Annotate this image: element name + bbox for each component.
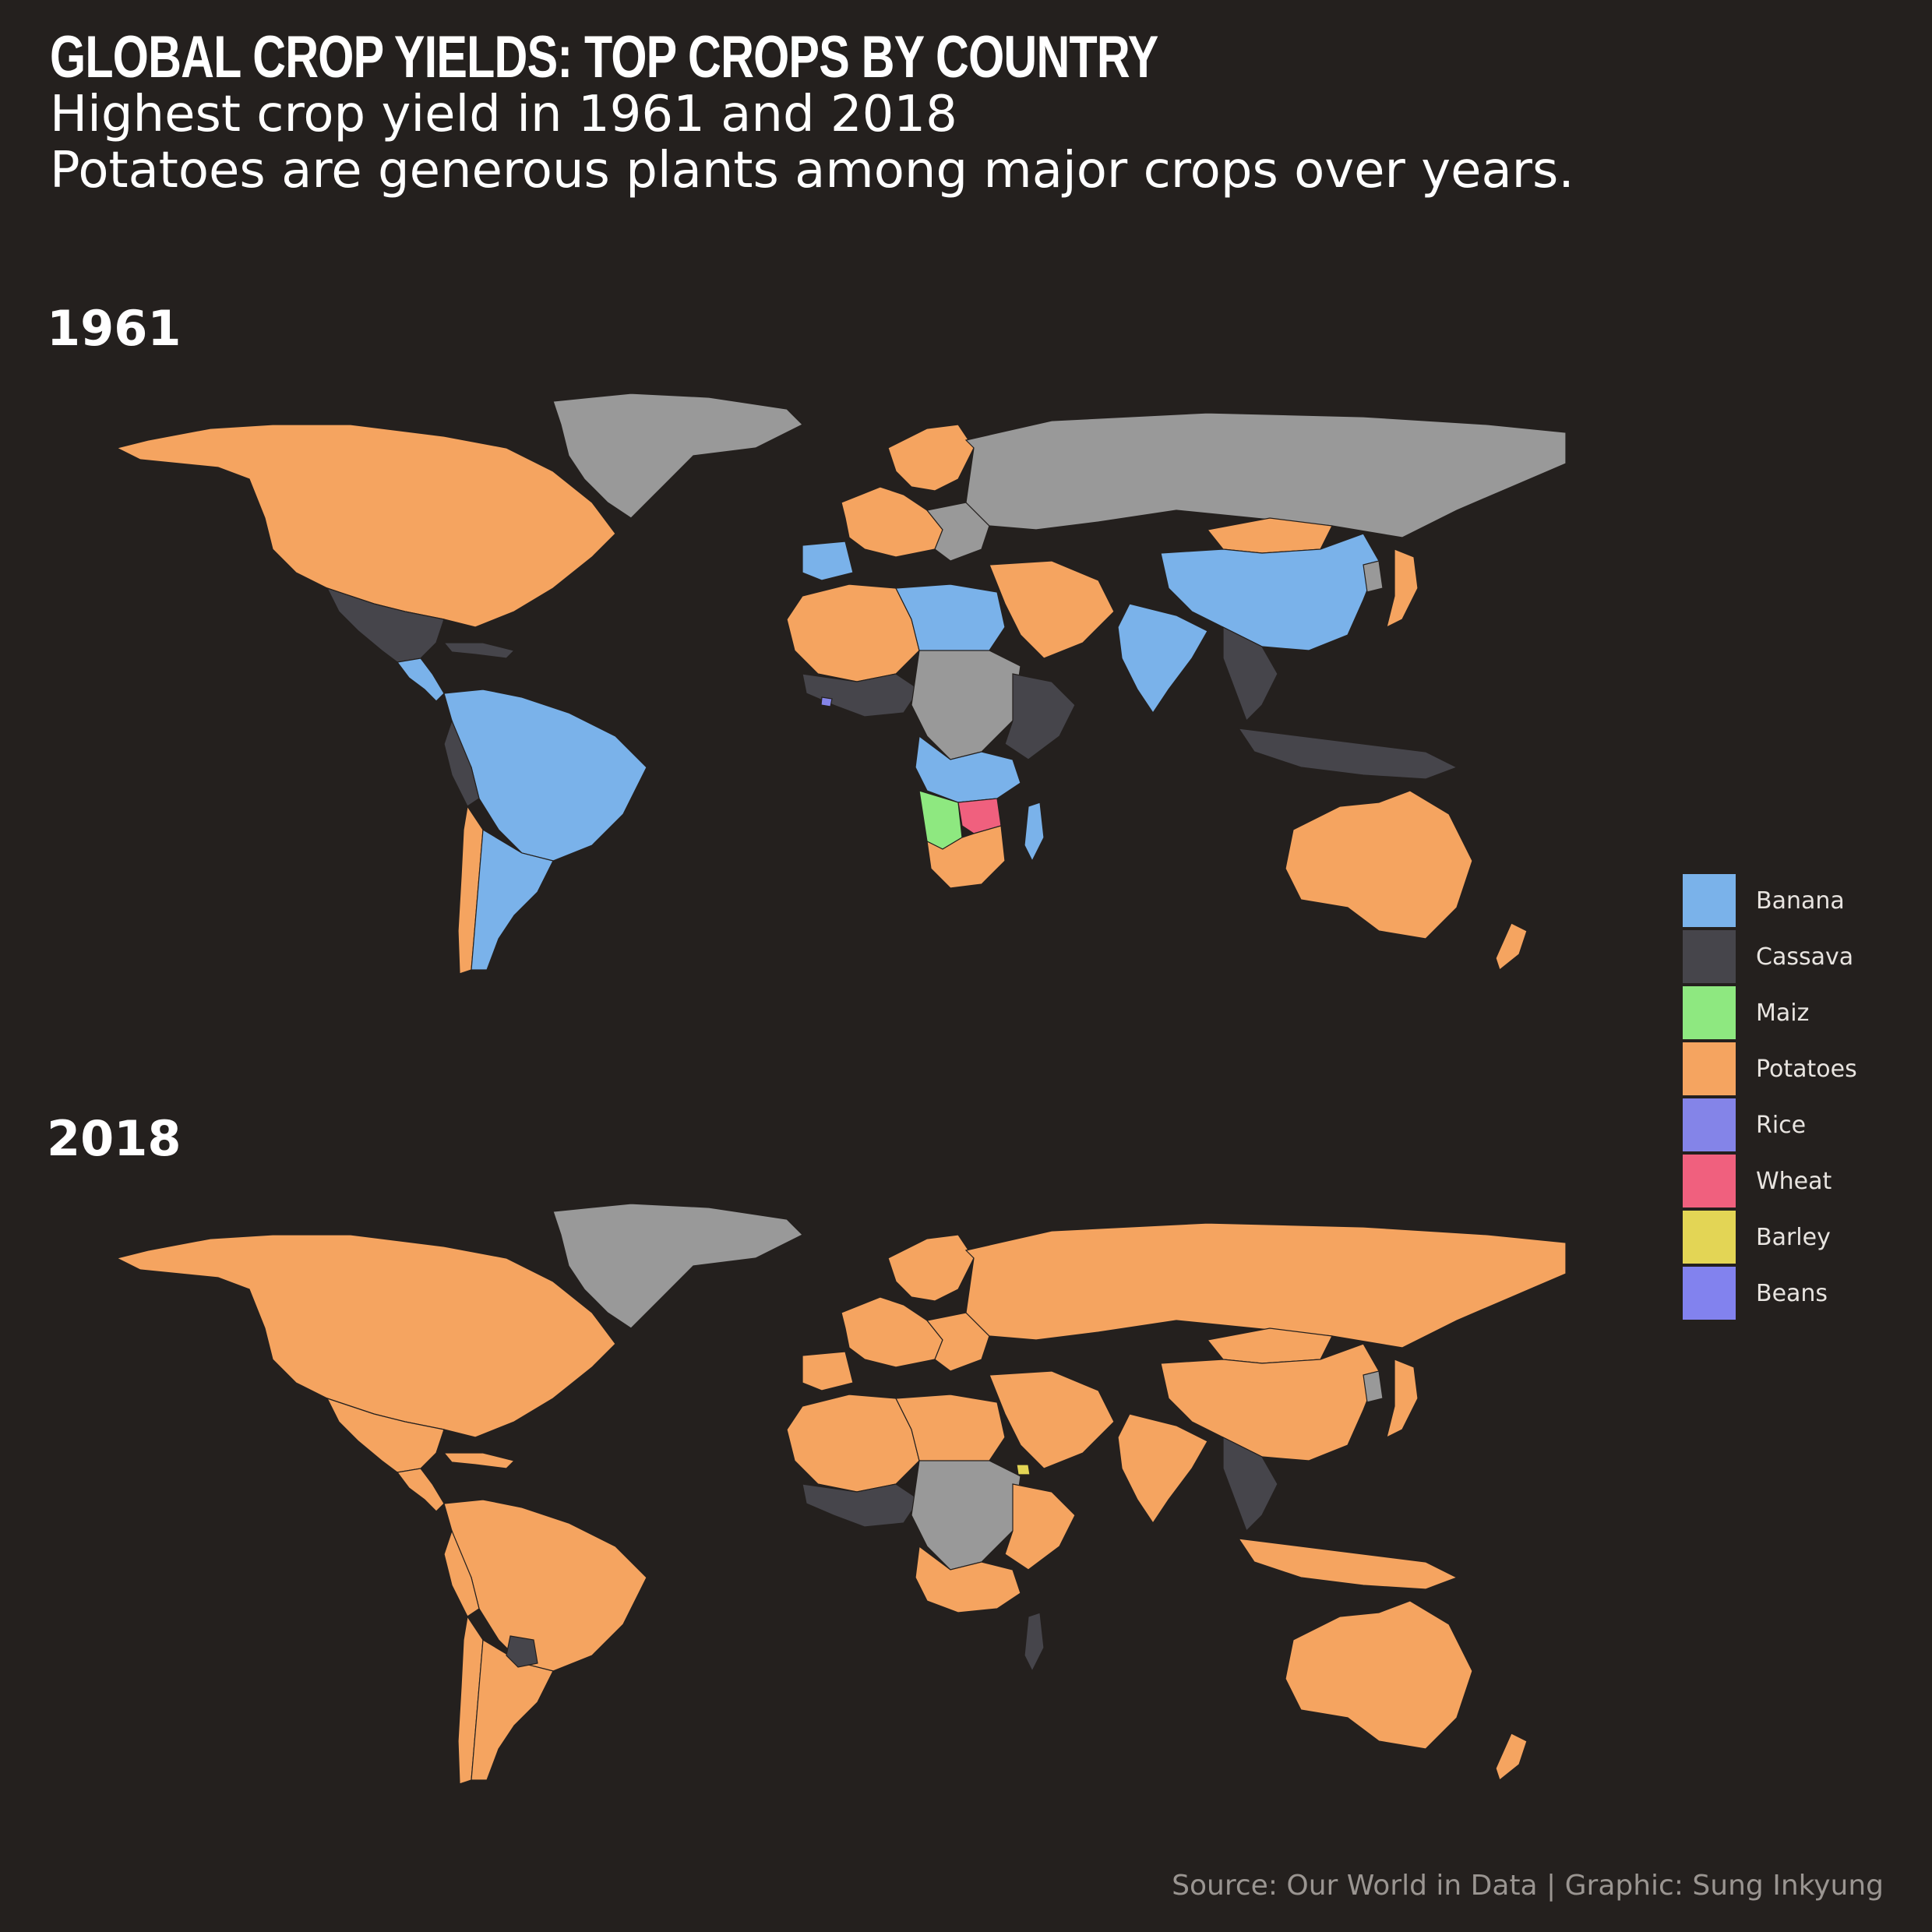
region-central-america: [396, 658, 445, 702]
world-map-2018: [117, 1204, 1566, 1785]
region-central-america: [396, 1468, 445, 1512]
region-north-africa: [786, 583, 920, 682]
region-east-africa: [1004, 673, 1076, 760]
legend-label: Banana: [1756, 887, 1845, 915]
region-russia: [964, 1222, 1566, 1349]
region-eritrea: [1016, 1464, 1031, 1475]
region-india: [1117, 603, 1208, 714]
legend-swatch: [1683, 930, 1736, 983]
legend-swatch: [1683, 1155, 1736, 1208]
region-caribbean: [442, 1452, 516, 1469]
year-label-1961: 1961: [47, 300, 182, 357]
region-caribbean: [442, 642, 516, 659]
chart-subtitle: Highest crop yield in 1961 and 2018: [50, 86, 957, 143]
region-angola-zambia: [915, 735, 1021, 803]
legend-item-cassava: Cassava: [1683, 929, 1857, 985]
region-greenland: [552, 1204, 804, 1329]
region-greenland: [552, 393, 804, 519]
region-north-america: [117, 1234, 616, 1438]
legend-label: Wheat: [1756, 1167, 1832, 1195]
year-label-2018: 2018: [47, 1110, 182, 1167]
legend-item-beans: Beans: [1683, 1265, 1857, 1321]
region-western-europe: [841, 486, 943, 558]
region-mongolia: [1206, 517, 1333, 554]
legend-swatch: [1683, 986, 1736, 1039]
region-russia: [964, 412, 1566, 538]
region-middle-east: [989, 560, 1115, 659]
region-japan: [1386, 548, 1419, 629]
region-paraguay: [506, 1635, 538, 1668]
region-mongolia: [1206, 1327, 1333, 1364]
region-new-zealand: [1495, 922, 1528, 971]
region-iberia: [802, 1351, 854, 1391]
region-argentina: [471, 1638, 554, 1781]
region-new-zealand: [1495, 1733, 1528, 1782]
region-angola-zambia: [915, 1545, 1021, 1613]
region-iberia: [802, 541, 854, 581]
legend-swatch: [1683, 1042, 1736, 1095]
region-liberia: [820, 696, 833, 707]
region-scandinavia: [887, 424, 975, 492]
region-korea: [1363, 1370, 1384, 1403]
legend-swatch: [1683, 1267, 1736, 1320]
region-southeast-asia: [1222, 626, 1278, 722]
region-west-africa: [802, 1483, 920, 1528]
legend: Banana Cassava Maiz Potatoes Rice Wheat …: [1683, 873, 1857, 1321]
legend-item-banana: Banana: [1683, 873, 1857, 929]
region-southeast-asia: [1222, 1437, 1278, 1532]
region-korea: [1363, 560, 1384, 593]
region-madagascar: [1024, 802, 1045, 862]
legend-item-wheat: Wheat: [1683, 1153, 1857, 1209]
region-north-america: [117, 424, 616, 628]
region-japan: [1386, 1359, 1419, 1439]
source-credit: Source: Our World in Data | Graphic: Sun…: [1172, 1870, 1884, 1902]
region-west-africa: [802, 673, 920, 717]
region-china: [1160, 533, 1380, 651]
region-china: [1160, 1343, 1380, 1461]
chart-caption: Potatoes are generous plants among major…: [50, 142, 1574, 199]
region-scandinavia: [887, 1234, 975, 1302]
legend-swatch: [1683, 1098, 1736, 1151]
legend-item-rice: Rice: [1683, 1097, 1857, 1153]
legend-item-barley: Barley: [1683, 1209, 1857, 1265]
region-australia: [1285, 790, 1473, 940]
region-india: [1117, 1413, 1208, 1525]
region-australia: [1285, 1600, 1473, 1750]
region-western-europe: [841, 1296, 943, 1368]
region-south-africa: [926, 825, 1006, 889]
legend-label: Beans: [1756, 1279, 1828, 1307]
legend-item-potatoes: Potatoes: [1683, 1041, 1857, 1097]
legend-swatch: [1683, 1211, 1736, 1264]
legend-label: Cassava: [1756, 943, 1854, 971]
region-madagascar: [1024, 1612, 1045, 1673]
region-east-africa: [1004, 1483, 1076, 1571]
region-argentina: [471, 828, 554, 971]
region-indonesia: [1237, 1538, 1458, 1590]
region-indonesia: [1237, 728, 1458, 780]
legend-label: Barley: [1756, 1223, 1831, 1251]
legend-item-maiz: Maiz: [1683, 985, 1857, 1041]
region-north-africa: [786, 1394, 920, 1493]
legend-label: Rice: [1756, 1111, 1807, 1139]
region-middle-east: [989, 1370, 1115, 1469]
legend-swatch: [1683, 874, 1736, 927]
legend-label: Potatoes: [1756, 1055, 1857, 1083]
world-map-1961: [117, 393, 1566, 975]
chart-title: GLOBAL CROP YIELDS: TOP CROPS BY COUNTRY: [50, 24, 1158, 90]
legend-label: Maiz: [1756, 999, 1810, 1027]
